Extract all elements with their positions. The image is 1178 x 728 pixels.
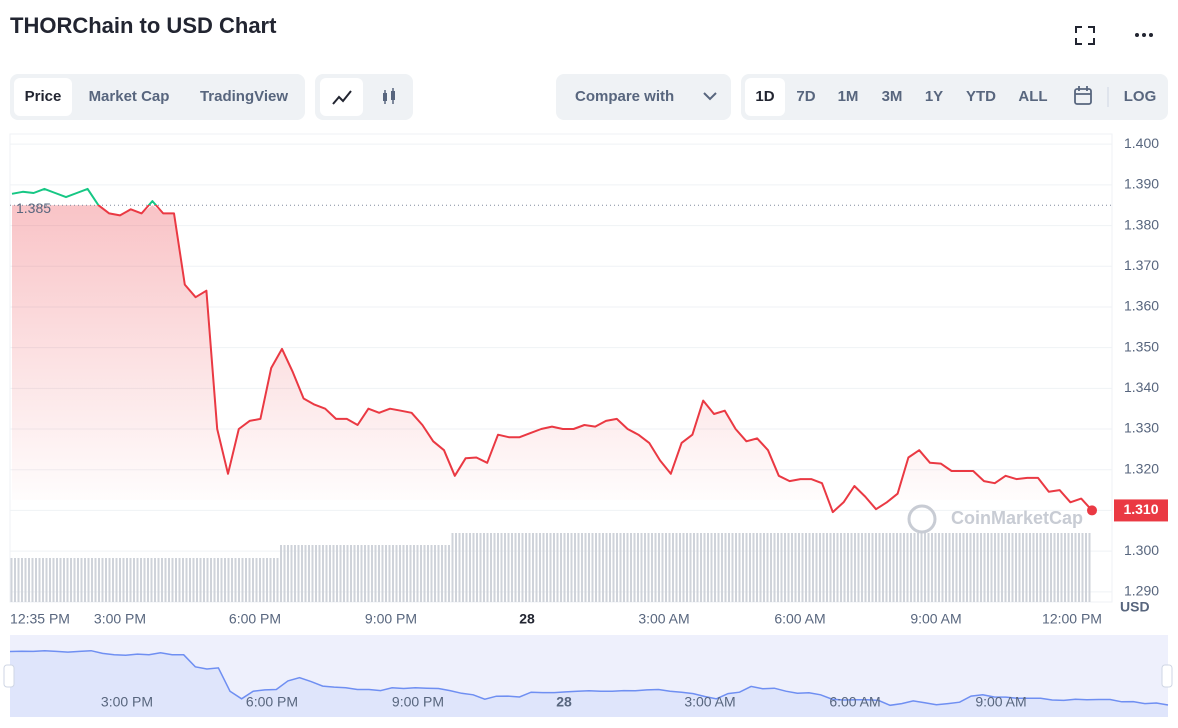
y-tick-label: 1.360 xyxy=(1124,298,1159,314)
x-tick-label: 12:35 PM xyxy=(10,611,70,627)
nav-label: 6:00 PM xyxy=(246,694,298,710)
nav-handle[interactable] xyxy=(1161,664,1173,688)
x-tick-label: 9:00 PM xyxy=(365,611,417,627)
nav-label: 3:00 PM xyxy=(101,694,153,710)
x-tick-label: 28 xyxy=(519,611,535,627)
watermark-logo xyxy=(907,504,937,534)
range-group xyxy=(741,74,1168,120)
current-price-box xyxy=(1114,499,1168,522)
range-button[interactable]: 1D xyxy=(755,88,774,105)
range-button[interactable]: 1M xyxy=(838,88,859,105)
y-tick-label: 1.300 xyxy=(1124,542,1159,558)
nav-label: 28 xyxy=(556,694,572,710)
y-tick-label: 1.340 xyxy=(1124,379,1159,395)
range-button[interactable]: 1Y xyxy=(925,88,943,105)
line-icon xyxy=(332,90,352,105)
y-tick-label: 1.330 xyxy=(1124,420,1159,436)
chevron xyxy=(703,92,717,101)
y-tick-label: 1.290 xyxy=(1124,583,1159,599)
nav-handle[interactable] xyxy=(3,664,15,688)
range-active xyxy=(745,78,785,116)
nav-line xyxy=(9,649,1169,707)
tab[interactable]: Market Cap xyxy=(89,88,170,105)
tab-group xyxy=(10,74,305,120)
current-price: 1.310 xyxy=(1123,501,1158,517)
y-tick-label: 1.390 xyxy=(1124,176,1159,192)
y-unit: USD xyxy=(1120,599,1150,615)
reference-label: 1.385 xyxy=(16,200,51,216)
nav-label: 9:00 AM xyxy=(975,694,1026,710)
range-button[interactable]: YTD xyxy=(966,88,996,105)
log-button[interactable]: LOG xyxy=(1124,88,1157,105)
candle-icon xyxy=(383,93,387,101)
x-tick-label: 9:00 AM xyxy=(910,611,961,627)
tab[interactable]: TradingView xyxy=(200,88,288,105)
watermark: CoinMarketCap xyxy=(951,508,1083,528)
x-tick-label: 3:00 AM xyxy=(638,611,689,627)
range-button[interactable]: 3M xyxy=(882,88,903,105)
title: THORChain to USD Chart xyxy=(10,13,277,38)
x-tick-label: 12:00 PM xyxy=(1042,611,1102,627)
fullscreen-icon[interactable] xyxy=(1075,26,1095,45)
x-tick-label: 6:00 PM xyxy=(229,611,281,627)
range-button[interactable]: 7D xyxy=(796,88,815,105)
nav-label: 3:00 AM xyxy=(684,694,735,710)
line-type[interactable] xyxy=(320,78,363,116)
y-tick-label: 1.350 xyxy=(1124,338,1159,354)
y-tick-label: 1.380 xyxy=(1124,216,1159,232)
price-line xyxy=(11,187,1093,514)
nav-label: 9:00 PM xyxy=(392,694,444,710)
compare[interactable] xyxy=(556,74,731,120)
calendar-icon[interactable] xyxy=(1074,86,1092,105)
x-tick-label: 6:00 AM xyxy=(774,611,825,627)
volume-texture xyxy=(10,533,1092,602)
y-tick-label: 1.320 xyxy=(1124,460,1159,476)
x-tick-label: 3:00 PM xyxy=(94,611,146,627)
candle-icon xyxy=(391,91,395,100)
compare-label: Compare with xyxy=(575,88,674,105)
last-point xyxy=(1087,505,1097,516)
nav-label: 6:00 AM xyxy=(829,694,880,710)
y-tick-label: 1.370 xyxy=(1124,257,1159,273)
price-area xyxy=(12,205,1092,513)
range-button[interactable]: ALL xyxy=(1018,88,1047,105)
tab[interactable]: Price xyxy=(25,88,62,105)
more-icon[interactable] xyxy=(1135,33,1153,37)
tab-active xyxy=(14,78,72,116)
y-tick-label: 1.400 xyxy=(1124,135,1159,151)
